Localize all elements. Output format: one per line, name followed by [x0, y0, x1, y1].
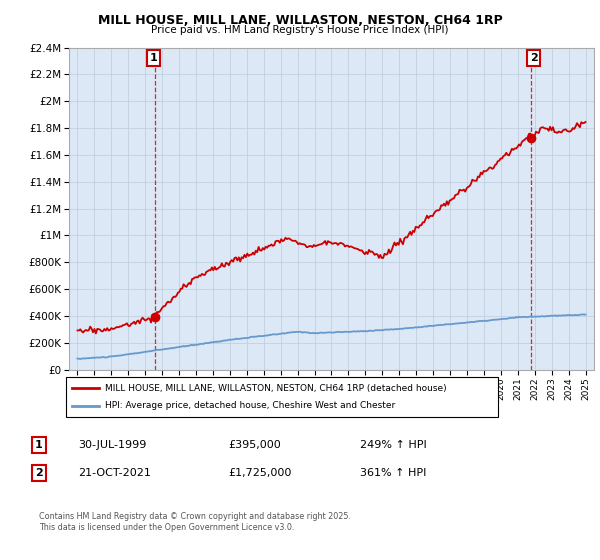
Text: 30-JUL-1999: 30-JUL-1999 — [78, 440, 146, 450]
Text: 361% ↑ HPI: 361% ↑ HPI — [360, 468, 427, 478]
Text: 249% ↑ HPI: 249% ↑ HPI — [360, 440, 427, 450]
Text: MILL HOUSE, MILL LANE, WILLASTON, NESTON, CH64 1RP: MILL HOUSE, MILL LANE, WILLASTON, NESTON… — [98, 14, 502, 27]
Text: £1,725,000: £1,725,000 — [228, 468, 292, 478]
Text: 2: 2 — [530, 53, 538, 63]
Text: HPI: Average price, detached house, Cheshire West and Chester: HPI: Average price, detached house, Ches… — [105, 402, 395, 410]
Text: 21-OCT-2021: 21-OCT-2021 — [78, 468, 151, 478]
Text: 2: 2 — [35, 468, 43, 478]
Text: MILL HOUSE, MILL LANE, WILLASTON, NESTON, CH64 1RP (detached house): MILL HOUSE, MILL LANE, WILLASTON, NESTON… — [105, 384, 446, 393]
Text: 1: 1 — [150, 53, 158, 63]
Text: Contains HM Land Registry data © Crown copyright and database right 2025.
This d: Contains HM Land Registry data © Crown c… — [39, 512, 351, 532]
Text: £395,000: £395,000 — [228, 440, 281, 450]
Text: 1: 1 — [35, 440, 43, 450]
Text: Price paid vs. HM Land Registry's House Price Index (HPI): Price paid vs. HM Land Registry's House … — [151, 25, 449, 35]
